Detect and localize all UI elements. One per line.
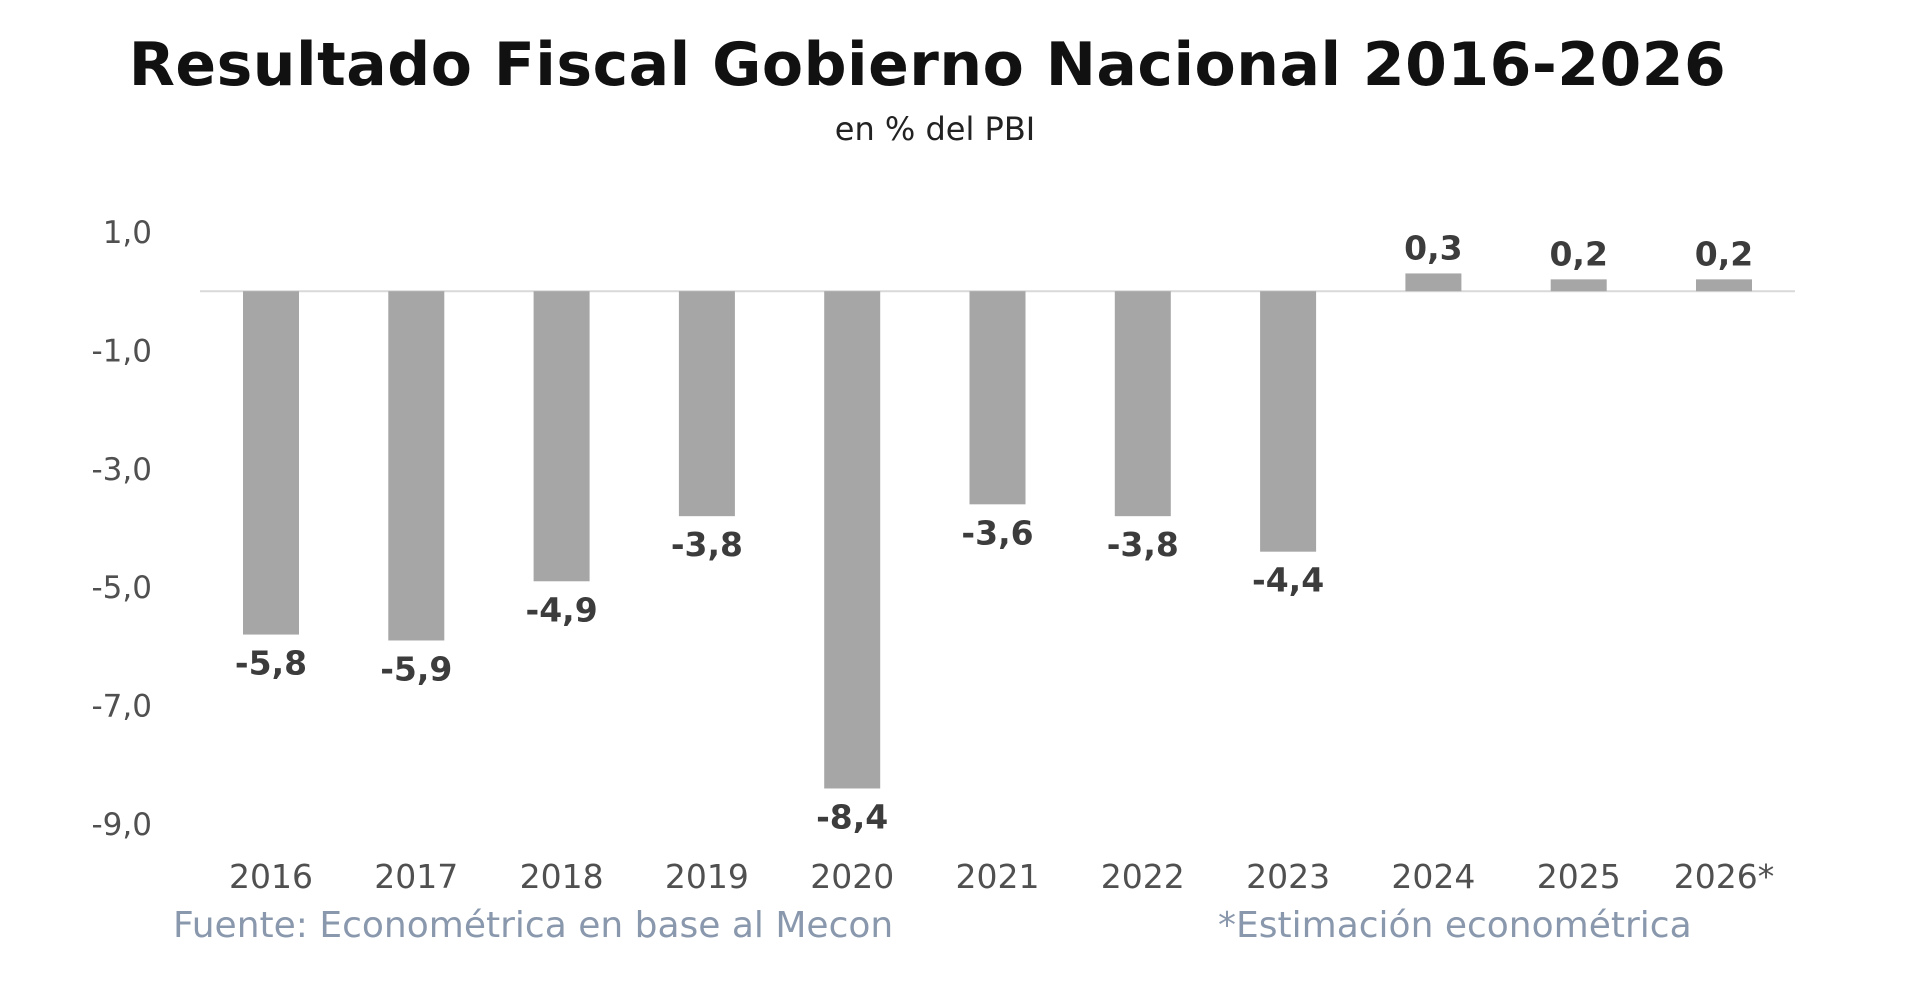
bar-2016 bbox=[243, 291, 299, 635]
bar-2026 bbox=[1696, 279, 1752, 292]
x-tick-label-2021: 2021 bbox=[956, 857, 1040, 896]
y-tick-label: -5,0 bbox=[92, 570, 153, 606]
y-tick-label: -1,0 bbox=[92, 333, 153, 369]
x-tick-label-2024: 2024 bbox=[1391, 857, 1475, 896]
x-tick-label-2026: 2026* bbox=[1674, 857, 1774, 896]
bar-2019 bbox=[678, 291, 735, 517]
y-tick-label: -9,0 bbox=[92, 807, 153, 843]
x-tick-label-2018: 2018 bbox=[520, 857, 604, 896]
data-label-2023: -4,4 bbox=[1252, 561, 1324, 600]
bar-2023 bbox=[1260, 291, 1317, 552]
bar-2022 bbox=[1114, 291, 1171, 517]
bar-2021 bbox=[969, 291, 1026, 505]
x-tick-label-2016: 2016 bbox=[229, 857, 313, 896]
data-label-2024: 0,3 bbox=[1404, 228, 1462, 267]
data-label-2022: -3,8 bbox=[1107, 525, 1179, 564]
y-tick-label: -7,0 bbox=[92, 689, 153, 725]
bar-2025 bbox=[1550, 279, 1607, 292]
y-tick-label: -3,0 bbox=[92, 452, 153, 488]
data-label-2025: 0,2 bbox=[1549, 234, 1607, 273]
data-label-2021: -3,6 bbox=[961, 513, 1033, 552]
y-tick-label: 1,0 bbox=[103, 215, 152, 251]
x-tick-label-2023: 2023 bbox=[1246, 857, 1330, 896]
x-tick-label-2020: 2020 bbox=[810, 857, 894, 896]
bar-2024 bbox=[1405, 273, 1462, 292]
x-tick-label-2019: 2019 bbox=[665, 857, 749, 896]
x-tick-label-2022: 2022 bbox=[1101, 857, 1185, 896]
estimation-note: *Estimación econométrica bbox=[1218, 905, 1692, 946]
data-label-2020: -8,4 bbox=[816, 797, 888, 836]
data-label-2018: -4,9 bbox=[526, 590, 598, 629]
source-note: Fuente: Econométrica en base al Mecon bbox=[173, 905, 894, 946]
chart-subtitle: en % del PBI bbox=[834, 110, 1036, 148]
bar-2020 bbox=[824, 291, 881, 789]
x-tick-label-2017: 2017 bbox=[374, 857, 458, 896]
bar-2017 bbox=[388, 291, 445, 641]
data-label-2019: -3,8 bbox=[671, 525, 743, 564]
bar-2018 bbox=[533, 291, 590, 582]
x-tick-label-2025: 2025 bbox=[1537, 857, 1621, 896]
chart-title: Resultado Fiscal Gobierno Nacional 2016-… bbox=[128, 30, 1727, 100]
data-label-2017: -5,9 bbox=[380, 649, 452, 688]
data-label-2016: -5,8 bbox=[235, 644, 307, 683]
data-label-2026: 0,2 bbox=[1695, 234, 1753, 273]
